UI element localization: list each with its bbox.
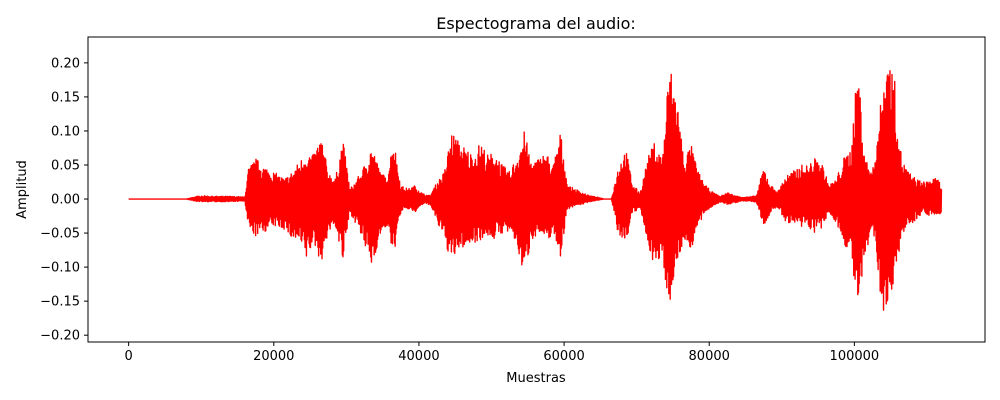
- plot-area: [128, 70, 943, 311]
- y-axis-label: Amplitud: [15, 160, 30, 219]
- axes-frame: [87, 36, 986, 343]
- y-tick-label: −0.20: [40, 329, 80, 344]
- y-tick-label: 0.15: [51, 90, 80, 105]
- y-tick-label: 0.10: [51, 124, 80, 139]
- y-tick-label: 0.05: [51, 158, 80, 173]
- x-tick-label: 100000: [830, 349, 880, 364]
- y-tick-label: 0.00: [51, 193, 80, 208]
- x-tick-label: 20000: [253, 349, 294, 364]
- y-tick-label: 0.20: [51, 56, 80, 71]
- x-axis-label: Muestras: [506, 371, 566, 386]
- y-axis: −0.20 −0.15 −0.10 −0.05 0.00 0.05 0.10 0.15 0.20: [40, 56, 88, 344]
- y-tick-label: −0.10: [40, 261, 80, 276]
- x-axis: 0 20000 40000 60000 80000 100000: [125, 342, 880, 364]
- x-tick-label: 80000: [689, 349, 730, 364]
- y-tick-label: −0.15: [40, 295, 80, 310]
- x-tick-label: 60000: [543, 349, 584, 364]
- y-tick-label: −0.05: [40, 227, 80, 242]
- x-tick-label: 0: [125, 349, 133, 364]
- x-tick-label: 40000: [398, 349, 439, 364]
- waveform-line: [128, 70, 943, 311]
- chart-title: Espectograma del audio:: [436, 14, 636, 33]
